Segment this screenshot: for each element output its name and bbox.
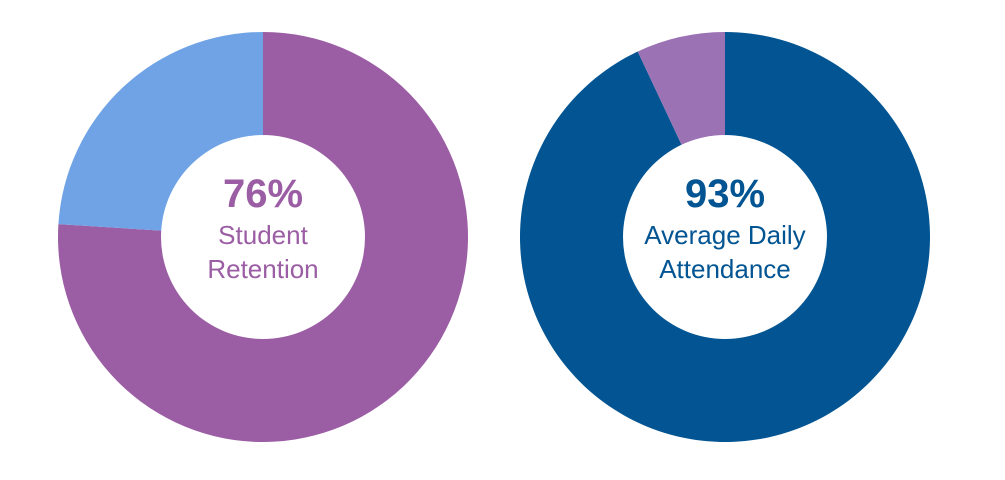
attendance-label-line-2: Attendance (659, 254, 791, 284)
attendance-percent: 93% (684, 172, 766, 216)
donut-1-hole (623, 135, 827, 339)
donut-0-hole (161, 135, 365, 339)
retention-percent: 76% (222, 172, 304, 216)
donut-chart-student-retention (57, 32, 468, 442)
retention-label-line-1: Student (218, 220, 308, 250)
donut-center-label-retention: 76% Student Retention (163, 170, 363, 286)
donut-center-label-attendance: 93% Average Daily Attendance (625, 170, 825, 286)
donut-chart-average-daily-attendance (519, 32, 931, 443)
attendance-label-line-1: Average Daily (644, 220, 806, 250)
retention-label-line-2: Retention (207, 254, 319, 284)
